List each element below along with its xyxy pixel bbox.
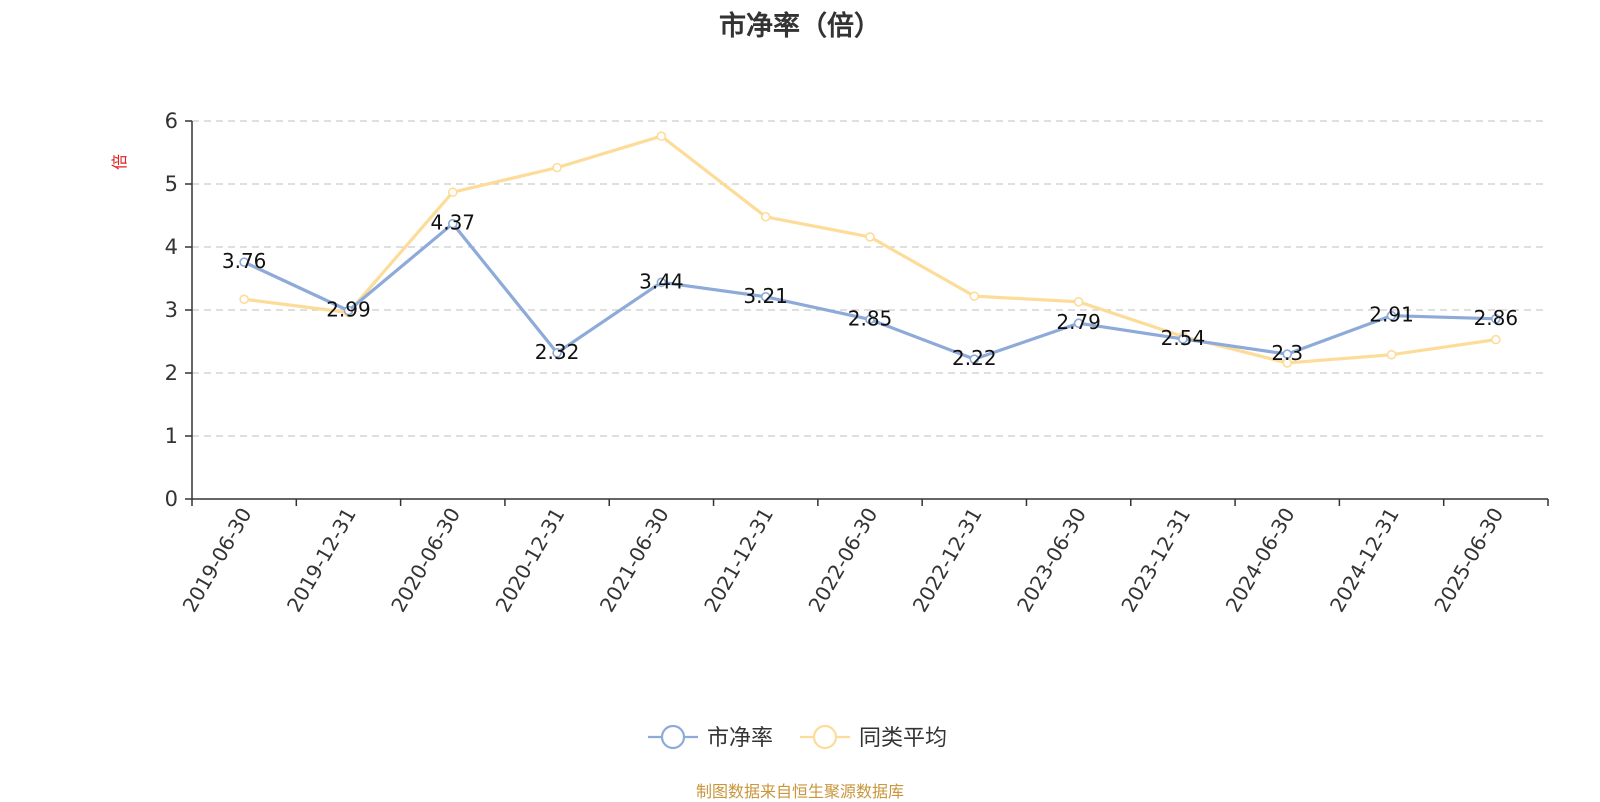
- data-label: 3.76: [222, 249, 267, 273]
- data-point[interactable]: [239, 257, 249, 267]
- data-point[interactable]: [1073, 297, 1084, 307]
- data-point[interactable]: [760, 291, 771, 302]
- data-point[interactable]: [865, 232, 875, 242]
- series-peer-average: [239, 131, 1501, 368]
- x-tick-label: 2019-12-31: [282, 504, 361, 617]
- y-tick-label: 5: [165, 172, 178, 196]
- y-tick-label: 0: [165, 487, 178, 511]
- data-label: 2.22: [952, 346, 997, 370]
- legend-marker: [812, 724, 838, 750]
- series-line: [243, 222, 1496, 361]
- data-label: 2.54: [1161, 326, 1206, 350]
- data-label: 4.37: [431, 211, 476, 235]
- series-pb-ratio: [239, 218, 1501, 364]
- data-label: 2.91: [1369, 303, 1414, 327]
- data-point[interactable]: [447, 218, 458, 229]
- x-tick-label: 2020-06-30: [386, 504, 465, 617]
- legend-item-peer-average[interactable]: 同类平均: [800, 724, 947, 751]
- y-tick-label: 2: [165, 361, 178, 385]
- data-point[interactable]: [239, 294, 249, 305]
- y-tick-label: 6: [165, 109, 178, 133]
- data-label: 2.99: [326, 298, 371, 322]
- x-tick-label: 2024-06-30: [1221, 504, 1300, 617]
- legend-label: 同类平均: [859, 726, 947, 751]
- data-label: 2.85: [848, 306, 893, 330]
- data-point[interactable]: [1491, 334, 1501, 345]
- data-point[interactable]: [552, 162, 562, 173]
- data-label: 3.21: [743, 284, 788, 308]
- data-point[interactable]: [447, 187, 458, 197]
- x-tick-label: 2020-12-31: [491, 504, 570, 617]
- series-lines: [239, 131, 1501, 368]
- data-point[interactable]: [1282, 349, 1293, 359]
- chart-title: 市净率（倍）: [719, 11, 881, 42]
- data-point[interactable]: [1073, 318, 1084, 329]
- x-tick-label: 2023-06-30: [1012, 504, 1091, 617]
- data-label: 3.44: [639, 269, 684, 293]
- legend-item-pb-ratio[interactable]: 市净率: [648, 724, 773, 751]
- y-tick-label: 1: [165, 424, 178, 448]
- axes: 0 1 2 3 4 5 6 2019-06-30 2019-12-31 2020-06-30 202…: [165, 109, 1549, 617]
- x-tick-label: 2019-06-30: [178, 504, 257, 617]
- data-point[interactable]: [760, 211, 771, 222]
- data-point[interactable]: [1178, 334, 1188, 344]
- data-label: 2.32: [535, 340, 580, 364]
- data-labels: 3.76 2.99 4.37 2.32 3.44 3.21 2.85 2.22 2.79 2.54…: [222, 211, 1518, 370]
- x-tick-label: 2021-06-30: [595, 504, 674, 617]
- data-point[interactable]: [656, 131, 667, 141]
- source-note: 制图数据来自恒生聚源数据库: [695, 782, 904, 801]
- legend-marker: [660, 724, 686, 750]
- data-point[interactable]: [969, 291, 980, 301]
- y-axis-unit-label: 倍: [110, 154, 129, 170]
- x-tick-label: 2021-12-31: [699, 504, 778, 617]
- data-point[interactable]: [1386, 349, 1397, 360]
- data-point[interactable]: [969, 354, 980, 364]
- data-point[interactable]: [1282, 358, 1293, 368]
- x-tick-label: 2025-06-30: [1429, 504, 1508, 617]
- grid-lines: [192, 120, 1548, 437]
- data-point[interactable]: [1491, 314, 1501, 324]
- x-tick-label: 2023-12-31: [1116, 504, 1195, 617]
- data-point[interactable]: [656, 277, 667, 288]
- data-point[interactable]: [552, 348, 562, 358]
- data-point[interactable]: [1386, 310, 1397, 321]
- x-tick-label: 2022-12-31: [908, 503, 987, 616]
- y-tick-label: 3: [165, 298, 178, 322]
- data-point[interactable]: [865, 314, 875, 325]
- x-tick-label: 2024-12-31: [1325, 504, 1404, 617]
- data-point[interactable]: [343, 305, 354, 316]
- data-label: 2.86: [1474, 306, 1519, 330]
- y-tick-label: 4: [165, 235, 178, 259]
- data-label: 2.79: [1056, 310, 1101, 334]
- legend-label: 市净率: [707, 726, 773, 751]
- legend[interactable]: 市净率 同类平均: [648, 724, 947, 751]
- x-tick-label: 2022-06-30: [803, 504, 882, 617]
- data-label: 2.3: [1271, 341, 1303, 365]
